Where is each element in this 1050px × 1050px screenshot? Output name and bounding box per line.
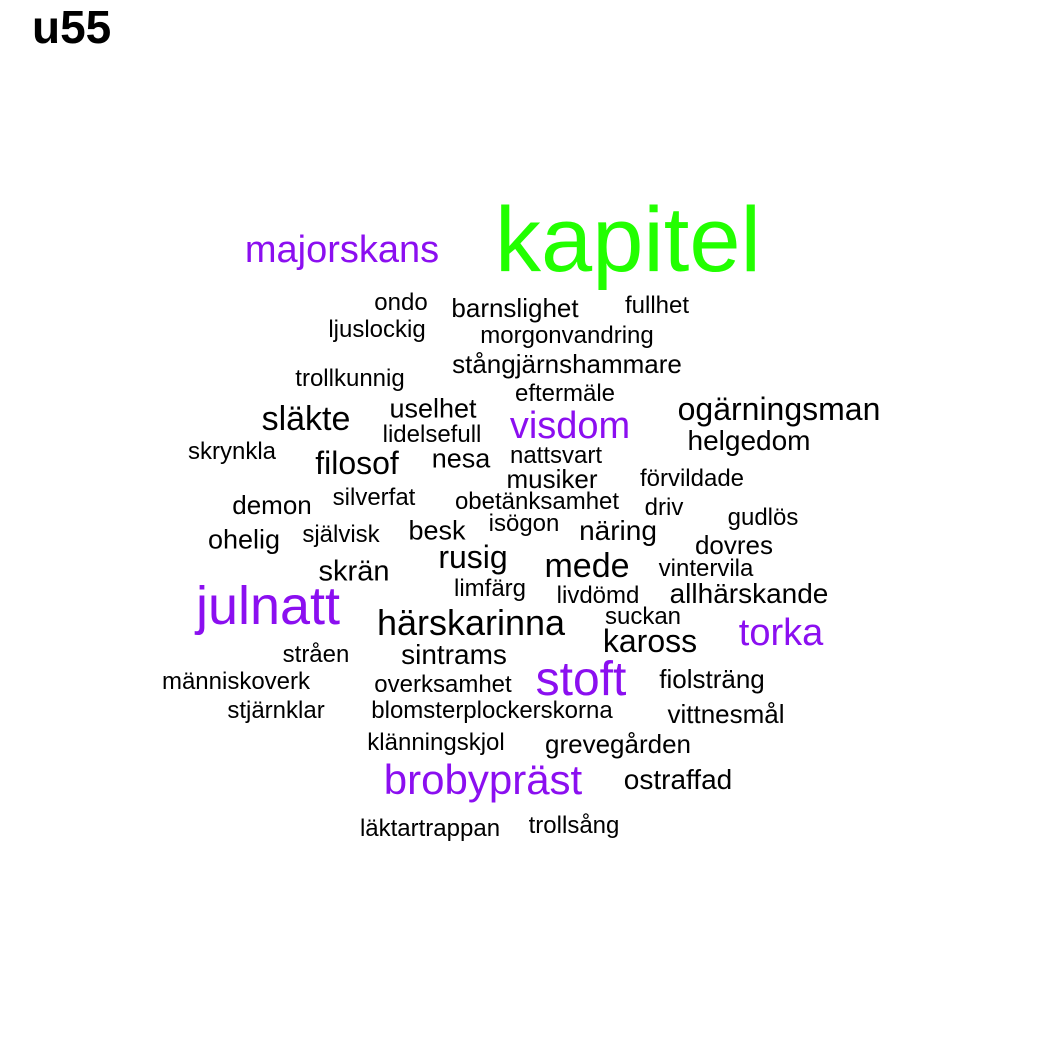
word-helgedom: helgedom [687, 425, 811, 456]
word-demon: demon [232, 490, 312, 520]
word-overksamhet: overksamhet [374, 671, 512, 698]
word-nattsvart: nattsvart [509, 442, 603, 469]
word-kapitel: kapitel [495, 189, 761, 291]
word-trollkunnig: trollkunnig [295, 365, 405, 392]
word-stångjärnshammare: stångjärnshammare [452, 349, 682, 379]
word-allhärskande: allhärskande [669, 578, 829, 609]
word-julnatt: julnatt [195, 576, 341, 636]
word-nesa: nesa [431, 443, 491, 474]
word-ondo: ondo [374, 289, 428, 316]
word-uselhet: uselhet [389, 393, 477, 424]
word-fullhet: fullhet [624, 292, 690, 319]
word-torka: torka [738, 612, 824, 654]
word-människoverk: människoverk [161, 668, 311, 695]
word-barnslighet: barnslighet [451, 293, 579, 323]
word-ostraffad: ostraffad [623, 764, 733, 795]
word-självisk: självisk [302, 521, 380, 548]
word-filosof: filosof [315, 445, 399, 481]
word-brobypräst: brobypräst [383, 756, 583, 803]
word-lidelsefull: lidelsefull [382, 421, 482, 448]
word-gudlös: gudlös [727, 504, 799, 531]
word-skrynkla: skrynkla [187, 438, 277, 465]
word-silverfat: silverfat [332, 484, 416, 511]
word-limfärg: limfärg [453, 575, 527, 602]
word-klänningskjol: klänningskjol [367, 729, 505, 756]
word-stråen: stråen [282, 641, 350, 668]
word-näring: näring [579, 515, 657, 546]
word-obetänksamhet: obetänksamhet [454, 488, 620, 515]
word-majorskans: majorskans [244, 229, 440, 271]
word-släkte: släkte [261, 400, 351, 438]
word-vittnesmål: vittnesmål [667, 699, 785, 729]
word-ohelig: ohelig [207, 524, 281, 555]
word-blomsterplockerskorna: blomsterplockerskorna [371, 697, 613, 724]
word-läktartrappan: läktartrappan [359, 815, 501, 842]
word-ogärningsman: ogärningsman [677, 391, 881, 427]
word-driv: driv [644, 494, 684, 521]
word-suckan: suckan [604, 603, 682, 630]
word-dovres: dovres [694, 530, 774, 560]
word-eftermäle: eftermäle [514, 380, 616, 407]
word-härskarinna: härskarinna [376, 602, 566, 643]
word-skrän: skrän [318, 555, 390, 588]
word-musiker: musiker [506, 464, 598, 494]
word-livdömd: livdömd [556, 582, 640, 609]
word-stoft: stoft [535, 653, 627, 706]
word-stjärnklar: stjärnklar [227, 697, 325, 724]
word-sintrams: sintrams [401, 639, 507, 670]
word-mede: mede [544, 547, 630, 585]
word-grevegården: grevegården [545, 729, 691, 759]
word-vintervila: vintervila [658, 555, 754, 582]
word-ljuslockig: ljuslockig [328, 316, 426, 343]
chart-title: u55 [32, 1, 112, 53]
word-isögon: isögon [488, 510, 560, 537]
word-trollsång: trollsång [528, 812, 620, 839]
word-visdom: visdom [509, 405, 631, 447]
word-rusig: rusig [438, 539, 508, 575]
word-förvildade: förvildade [639, 465, 745, 492]
word-morgonvandring: morgonvandring [480, 322, 654, 349]
word-fiolsträng: fiolsträng [659, 664, 765, 694]
word-besk: besk [408, 515, 466, 546]
word-kaross: kaross [602, 623, 698, 659]
